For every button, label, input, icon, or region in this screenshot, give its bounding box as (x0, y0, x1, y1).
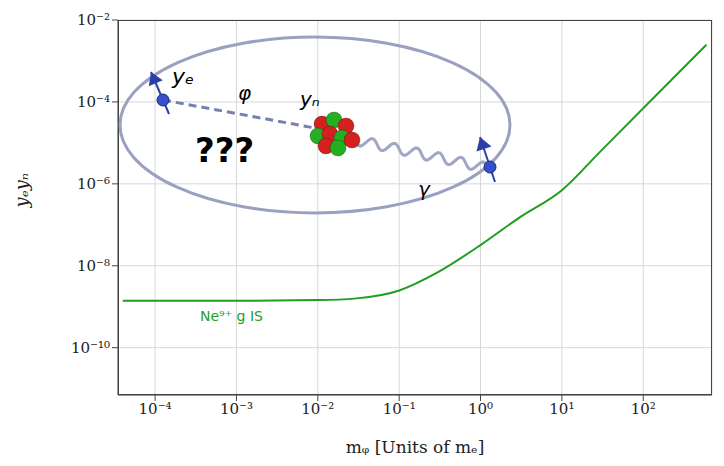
svg-text:???: ??? (195, 130, 254, 170)
svg-text:yₑyₙ: yₑyₙ (11, 173, 32, 209)
svg-text:φ: φ (238, 81, 251, 105)
svg-text:10⁻¹: 10⁻¹ (383, 400, 416, 418)
svg-text:10⁻²: 10⁻² (301, 400, 334, 418)
html-text:Ne⁹⁺ g IS: Ne⁹⁺ g IS (200, 308, 263, 324)
svg-text:10⁻¹⁰: 10⁻¹⁰ (71, 339, 110, 357)
svg-text:γ: γ (418, 177, 431, 201)
svg-text:10²: 10² (631, 400, 656, 418)
svg-text:yₑ: yₑ (171, 64, 194, 89)
svg-text:yₙ: yₙ (299, 87, 320, 111)
svg-text:10⁻⁶: 10⁻⁶ (77, 175, 110, 193)
svg-text:10¹: 10¹ (549, 400, 574, 418)
svg-text:mᵩ [Units of mₑ]: mᵩ [Units of mₑ] (346, 437, 485, 457)
svg-text:10⁻⁴: 10⁻⁴ (77, 93, 110, 111)
svg-text:10⁻⁸: 10⁻⁸ (77, 257, 110, 275)
svg-text:10⁰: 10⁰ (468, 400, 493, 418)
svg-text:10⁻⁴: 10⁻⁴ (139, 400, 172, 418)
svg-text:10⁻²: 10⁻² (77, 11, 110, 29)
svg-text:10⁻³: 10⁻³ (220, 400, 253, 418)
